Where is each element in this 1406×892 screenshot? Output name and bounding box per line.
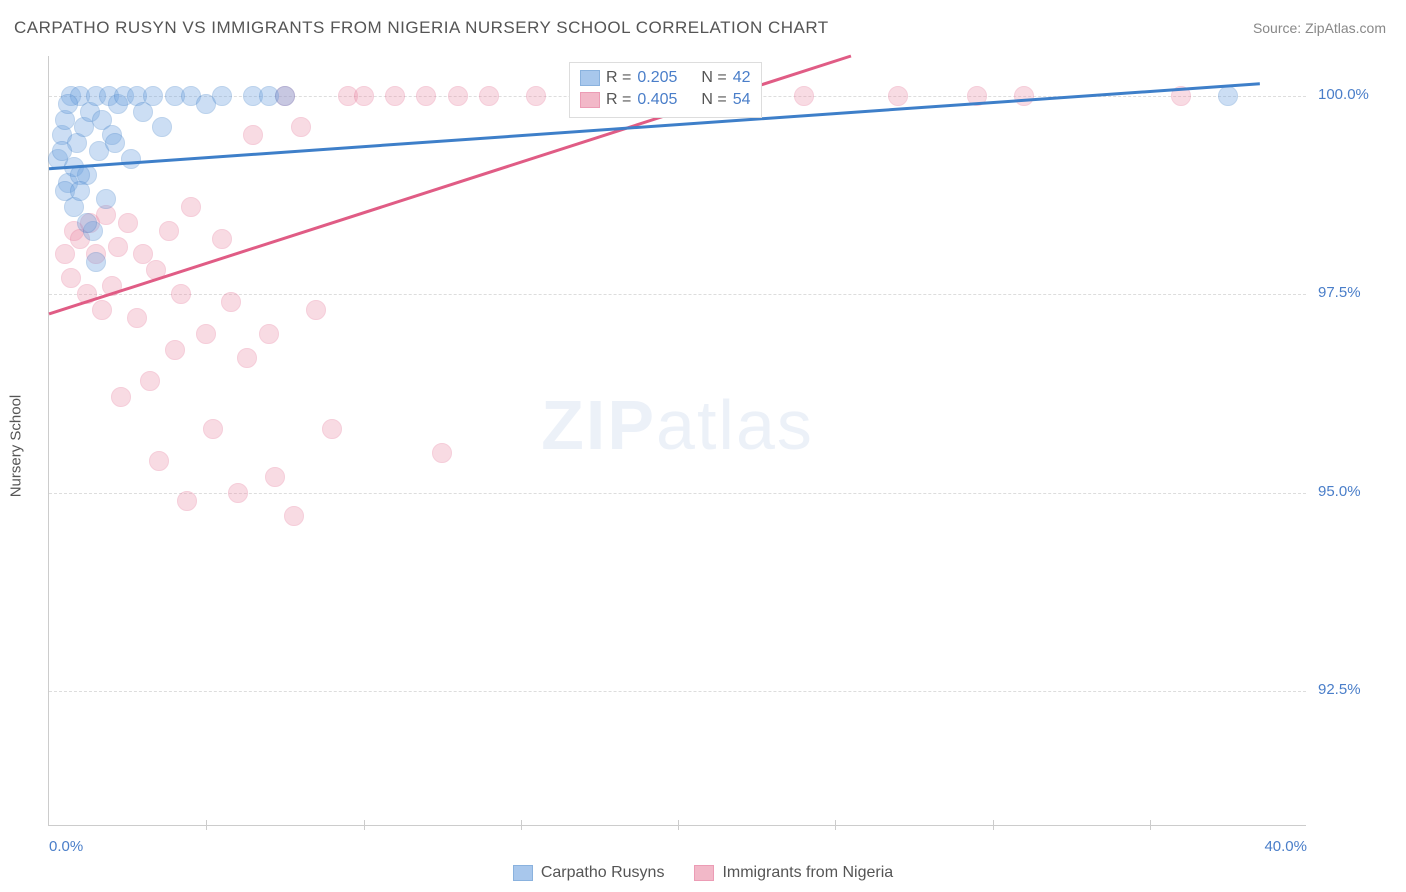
legend-label-blue: Carpatho Rusyns bbox=[541, 864, 665, 882]
plot-area: ZIPatlas 92.5%95.0%97.5%100.0%0.0%40.0%R… bbox=[48, 56, 1306, 826]
chart-container: CARPATHO RUSYN VS IMMIGRANTS FROM NIGERI… bbox=[0, 0, 1406, 892]
r-label: R = bbox=[606, 91, 631, 109]
r-value: 0.205 bbox=[637, 69, 677, 87]
stats-legend-row: R = 0.205 N = 42 bbox=[580, 67, 751, 89]
bottom-legend: Carpatho Rusyns Immigrants from Nigeria bbox=[0, 864, 1406, 882]
xtick-label: 0.0% bbox=[49, 838, 83, 855]
n-label: N = bbox=[701, 91, 726, 109]
trend-line bbox=[49, 56, 1307, 826]
stats-legend-row: R = 0.405 N = 54 bbox=[580, 89, 751, 111]
ytick-label: 100.0% bbox=[1318, 86, 1388, 103]
ytick-label: 97.5% bbox=[1318, 284, 1388, 301]
ytick-label: 92.5% bbox=[1318, 681, 1388, 698]
r-value: 0.405 bbox=[637, 91, 677, 109]
swatch-icon bbox=[580, 92, 600, 108]
legend-item-pink: Immigrants from Nigeria bbox=[694, 864, 893, 882]
n-value: 54 bbox=[733, 91, 751, 109]
n-value: 42 bbox=[733, 69, 751, 87]
xtick-label: 40.0% bbox=[1264, 838, 1307, 855]
swatch-pink bbox=[694, 865, 714, 881]
title-row: CARPATHO RUSYN VS IMMIGRANTS FROM NIGERI… bbox=[14, 18, 1386, 38]
n-label: N = bbox=[701, 69, 726, 87]
legend-label-pink: Immigrants from Nigeria bbox=[722, 864, 893, 882]
swatch-icon bbox=[580, 70, 600, 86]
chart-title: CARPATHO RUSYN VS IMMIGRANTS FROM NIGERI… bbox=[14, 18, 829, 38]
y-axis-label: Nursery School bbox=[8, 395, 25, 498]
ytick-label: 95.0% bbox=[1318, 483, 1388, 500]
stats-legend: R = 0.205 N = 42 R = 0.405 N = 54 bbox=[569, 62, 762, 118]
r-label: R = bbox=[606, 69, 631, 87]
legend-item-blue: Carpatho Rusyns bbox=[513, 864, 665, 882]
swatch-blue bbox=[513, 865, 533, 881]
source-label: Source: ZipAtlas.com bbox=[1253, 20, 1386, 36]
